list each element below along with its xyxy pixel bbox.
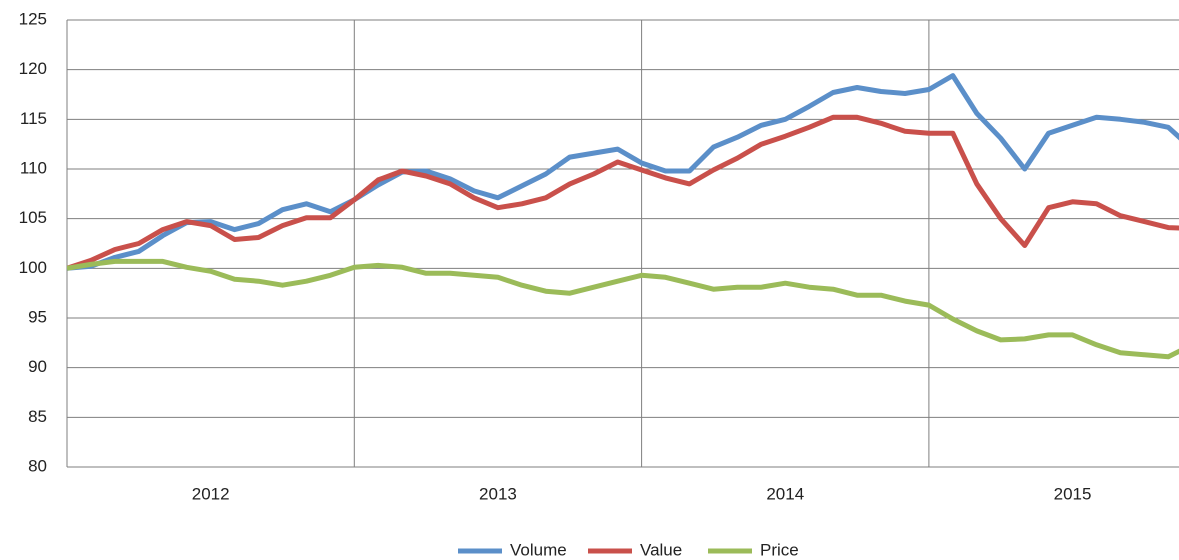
y-tick-label: 95 (28, 307, 47, 326)
legend-label: Value (640, 540, 682, 559)
x-tick-label: 2014 (766, 484, 804, 503)
legend-label: Price (760, 540, 799, 559)
legend-label: Volume (510, 540, 567, 559)
x-tick-label: 2012 (192, 484, 230, 503)
x-tick-label: 2013 (479, 484, 517, 503)
series-line (67, 114, 1179, 271)
y-tick-label: 110 (20, 158, 47, 177)
series-line (67, 73, 1179, 271)
y-tick-label: 115 (20, 109, 47, 128)
labels: 80 85 90 95 100 105 110 115 120 125 2012 2013 2014 20… (19, 9, 1092, 559)
y-tick-label: 125 (19, 9, 47, 28)
x-tick-label: 2015 (1054, 484, 1092, 503)
y-tick-label: 100 (19, 258, 47, 277)
plot-area (67, 73, 1179, 360)
grid (66, 19, 1179, 468)
y-tick-label: 90 (28, 357, 47, 376)
y-tick-label: 105 (19, 208, 47, 227)
y-tick-label: 120 (19, 59, 47, 78)
y-tick-label: 80 (28, 456, 47, 475)
y-tick-label: 85 (28, 407, 47, 426)
series-line (67, 258, 1179, 360)
